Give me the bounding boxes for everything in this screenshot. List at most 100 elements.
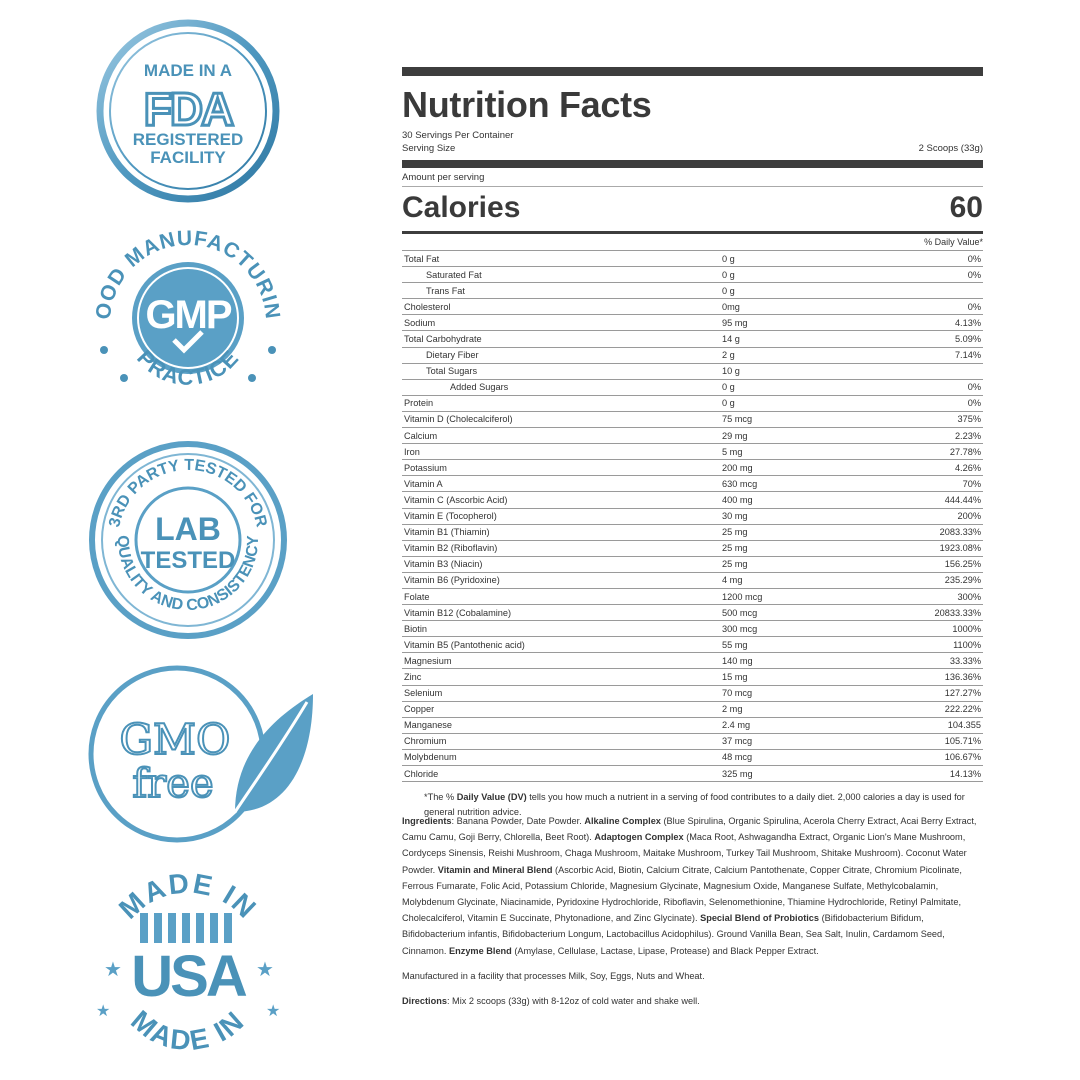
fda-line2: REGISTERED bbox=[133, 130, 244, 149]
nutrient-amount: 140 mg bbox=[720, 652, 904, 669]
nutrient-row: Iron 5 mg 27.78% bbox=[402, 443, 983, 460]
nutrient-daily-value: 14.13% bbox=[904, 764, 983, 783]
nutrient-row: Vitamin D (Cholecalciferol) 75 mcg 375% bbox=[402, 410, 983, 428]
nutrient-row: Chloride 325 mg 14.13% bbox=[402, 764, 983, 783]
nutrient-amount: 500 mcg bbox=[720, 604, 904, 621]
gmo-mark1: GMO bbox=[120, 715, 231, 764]
nutrient-name: Manganese bbox=[402, 716, 720, 734]
nutrient-row: Trans Fat 0 g bbox=[402, 282, 983, 299]
nutrient-row: Added Sugars 0 g 0% bbox=[402, 378, 983, 396]
nutrient-row: Vitamin E (Tocopherol) 30 mg 200% bbox=[402, 507, 983, 525]
nutrient-amount: 0 g bbox=[720, 266, 904, 283]
nutrient-amount: 75 mcg bbox=[720, 410, 904, 428]
fda-line3: FACILITY bbox=[150, 148, 226, 167]
nutrient-name: Vitamin C (Ascorbic Acid) bbox=[402, 491, 720, 508]
allergen-statement: Manufactured in a facility that processe… bbox=[402, 970, 705, 981]
nutrient-daily-value: 0% bbox=[904, 378, 983, 396]
nutrient-amount: 2.4 mg bbox=[720, 716, 904, 734]
nutrient-daily-value: 27.78% bbox=[904, 443, 983, 460]
nutrient-row: Protein 0 g 0% bbox=[402, 394, 983, 412]
amount-per-serving: Amount per serving bbox=[402, 172, 983, 187]
serving-size-row: Serving Size 2 Scoops (33g) bbox=[402, 143, 983, 154]
nutrient-row: Zinc 15 mg 136.36% bbox=[402, 668, 983, 686]
nutrient-row: Vitamin B12 (Cobalamine) 500 mcg 20833.33% bbox=[402, 604, 983, 621]
nutrient-daily-value bbox=[904, 282, 983, 299]
nutrient-daily-value: 136.36% bbox=[904, 668, 983, 686]
nutrient-row: Biotin 300 mcg 1000% bbox=[402, 620, 983, 637]
nutrient-row: Vitamin B3 (Niacin) 25 mg 156.25% bbox=[402, 555, 983, 573]
nutrient-row: Calcium 29 mg 2.23% bbox=[402, 427, 983, 444]
nutrient-row: Chromium 37 mcg 105.71% bbox=[402, 732, 983, 750]
nutrient-row: Manganese 2.4 mg 104.355 bbox=[402, 716, 983, 734]
star-icon: ★ bbox=[104, 959, 122, 981]
nutrient-daily-value: 0% bbox=[904, 298, 983, 315]
nutrient-daily-value: 222.22% bbox=[904, 700, 983, 718]
nutrient-amount: 0 g bbox=[720, 282, 904, 299]
nutrient-daily-value: 104.355 bbox=[904, 716, 983, 734]
nutrient-name: Vitamin B5 (Pantothenic acid) bbox=[402, 636, 720, 653]
nutrient-daily-value: 2083.33% bbox=[904, 523, 983, 541]
nutrient-row: Folate 1200 mcg 300% bbox=[402, 587, 983, 605]
nutrition-facts-panel: Nutrition Facts 30 Servings Per Containe… bbox=[402, 67, 983, 819]
nutrient-amount: 15 mg bbox=[720, 668, 904, 686]
nutrient-amount: 48 mcg bbox=[720, 748, 904, 766]
nutrient-name: Vitamin B2 (Riboflavin) bbox=[402, 539, 720, 557]
nutrient-row: Vitamin B2 (Riboflavin) 25 mg 1923.08% bbox=[402, 539, 983, 557]
nutrient-name: Biotin bbox=[402, 620, 720, 637]
nutrient-amount: 0 g bbox=[720, 394, 904, 412]
nutrient-amount: 0mg bbox=[720, 298, 904, 315]
nutrient-amount: 25 mg bbox=[720, 539, 904, 557]
nutrient-daily-value: 33.33% bbox=[904, 652, 983, 669]
nutrient-amount: 2 g bbox=[720, 346, 904, 364]
nutrient-name: Added Sugars bbox=[402, 378, 720, 396]
nutrient-daily-value bbox=[904, 362, 983, 380]
fda-mark: FDA bbox=[144, 83, 233, 135]
directions-text: Directions: Mix 2 scoops (33g) with 8-12… bbox=[402, 996, 700, 1007]
nutrient-daily-value: 156.25% bbox=[904, 555, 983, 573]
lab-mark1: LAB bbox=[155, 511, 221, 547]
nutrient-name: Trans Fat bbox=[402, 282, 720, 299]
star-icon: ★ bbox=[256, 959, 274, 981]
nutrient-row: Magnesium 140 mg 33.33% bbox=[402, 652, 983, 669]
gmp-mark: GMP bbox=[145, 293, 231, 337]
nutrient-daily-value: 127.27% bbox=[904, 684, 983, 702]
nutrient-name: Vitamin B1 (Thiamin) bbox=[402, 523, 720, 541]
nutrient-name: Magnesium bbox=[402, 652, 720, 669]
nutrient-name: Vitamin E (Tocopherol) bbox=[402, 507, 720, 525]
calories-label: Calories bbox=[402, 191, 521, 224]
nutrient-name: Vitamin B6 (Pyridoxine) bbox=[402, 571, 720, 589]
nutrient-daily-value: 2.23% bbox=[904, 427, 983, 444]
nutrient-daily-value: 70% bbox=[904, 475, 983, 492]
daily-value-footnote: *The % Daily Value (DV) tells you how mu… bbox=[424, 792, 965, 817]
star-icon: ★ bbox=[96, 1003, 110, 1020]
usa-bottom-text: MADE IN bbox=[125, 1004, 248, 1056]
nutrient-name: Protein bbox=[402, 394, 720, 412]
nutrient-name: Selenium bbox=[402, 684, 720, 702]
checkmark-icon bbox=[172, 330, 204, 354]
nutrient-row: Cholesterol 0mg 0% bbox=[402, 298, 983, 315]
nutrient-table: Total Fat 0 g 0% Saturated Fat 0 g 0% Trans Fa… bbox=[402, 249, 983, 783]
calories-row: Calories 60 bbox=[402, 187, 983, 231]
nutrient-name: Total Carbohydrate bbox=[402, 330, 720, 348]
nutrient-name: Calcium bbox=[402, 427, 720, 444]
nutrient-name: Dietary Fiber bbox=[402, 346, 720, 364]
nutrient-amount: 25 mg bbox=[720, 523, 904, 541]
nutrient-name: Chloride bbox=[402, 764, 720, 783]
nutrient-daily-value: 5.09% bbox=[904, 330, 983, 348]
lab-tested-badge: 3RD PARTY TESTED FOR LAB TESTED QUALITY … bbox=[89, 441, 287, 639]
lab-mark2: TESTED bbox=[141, 547, 236, 574]
nutrient-daily-value: 4.13% bbox=[904, 314, 983, 331]
nutrient-name: Cholesterol bbox=[402, 298, 720, 315]
nutrient-amount: 95 mg bbox=[720, 314, 904, 331]
nutrient-name: Saturated Fat bbox=[402, 266, 720, 283]
top-rule bbox=[402, 67, 983, 76]
nutrient-daily-value: 235.29% bbox=[904, 571, 983, 589]
nutrient-name: Total Fat bbox=[402, 249, 720, 267]
nutrient-amount: 2 mg bbox=[720, 700, 904, 718]
nutrient-name: Vitamin A bbox=[402, 475, 720, 492]
nutrient-daily-value: 444.44% bbox=[904, 491, 983, 508]
nutrient-daily-value: 0% bbox=[904, 249, 983, 267]
nutrient-amount: 400 mg bbox=[720, 491, 904, 508]
nutrient-name: Chromium bbox=[402, 732, 720, 750]
